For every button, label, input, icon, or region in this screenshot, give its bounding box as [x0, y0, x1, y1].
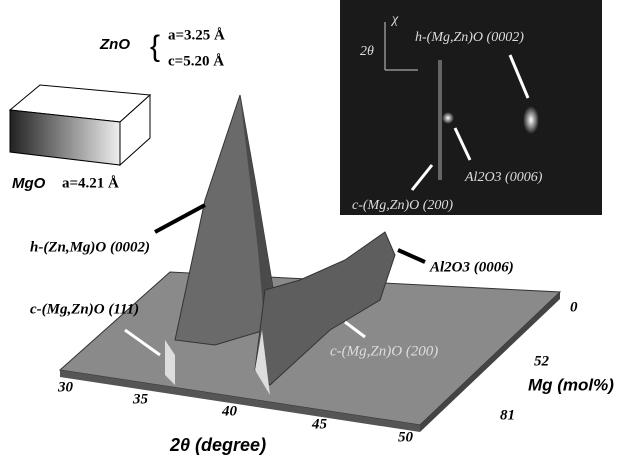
x-tick-label: 50: [398, 429, 414, 445]
mgo-a: a=4.21 Å: [62, 175, 119, 191]
spot: [523, 106, 539, 134]
c200-label: c-(Mg,Zn)O (200): [330, 343, 438, 359]
x-tick-label: 40: [221, 403, 238, 419]
al-peak-label: Al2O3 (0006): [429, 259, 514, 275]
arrow: [398, 250, 425, 262]
inset-c-peak: c-(Mg,Zn)O (200): [352, 198, 453, 213]
y-tick-label: 81: [500, 407, 515, 423]
mgo-label: MgO: [12, 175, 46, 192]
zno-c: c=5.20 Å: [168, 53, 224, 69]
two-theta-label: 2θ: [360, 44, 374, 59]
y-axis-label: Mg (mol%): [528, 375, 614, 394]
chi-label: χ: [390, 12, 399, 27]
inset-al-peak: Al2O3 (0006): [464, 170, 543, 185]
y-tick-label: 0: [570, 299, 578, 315]
zno-label: ZnO: [99, 36, 130, 53]
streak: [438, 60, 442, 180]
h-peak-label: h-(Zn,Mg)O (0002): [30, 239, 150, 255]
c111-label: c-(Mg,Zn)O (111): [30, 301, 139, 317]
y-tick-label: 52: [534, 353, 550, 369]
x-axis-label: 2θ (degree): [169, 435, 266, 455]
brace: {: [150, 30, 160, 63]
inset-h-peak: h-(Mg,Zn)O (0002): [415, 30, 524, 45]
x-tick-label: 45: [311, 416, 328, 432]
x-tick-label: 35: [132, 391, 149, 407]
x-tick-label: 30: [57, 379, 74, 395]
figure: ZnO { a=3.25 Å c=5.20 Å MgO a=4.21 Å χ 2…: [0, 0, 642, 462]
spot: [442, 112, 454, 124]
page: ZnO { a=3.25 Å c=5.20 Å MgO a=4.21 Å χ 2…: [0, 0, 642, 462]
arrow: [155, 205, 205, 232]
zno-a: a=3.25 Å: [168, 27, 225, 43]
